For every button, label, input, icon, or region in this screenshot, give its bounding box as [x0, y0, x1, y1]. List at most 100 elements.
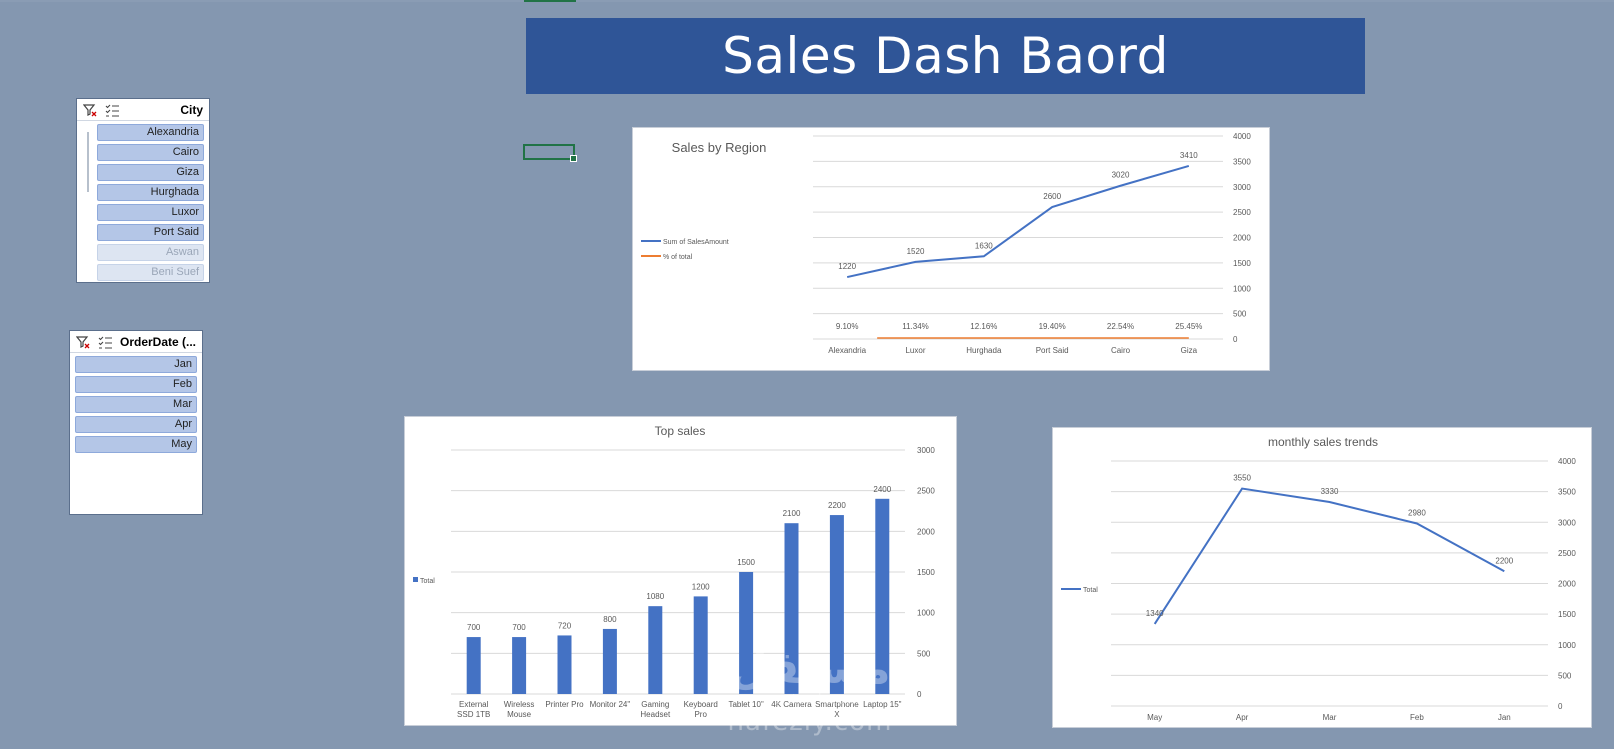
orderdate-slicer-header: OrderDate (...	[70, 331, 202, 353]
chart-title: monthly sales trends	[1268, 435, 1378, 449]
x-tick-label: Keyboard	[684, 700, 718, 709]
clear-filter-icon[interactable]	[75, 335, 90, 349]
legend-swatch-total	[413, 577, 418, 582]
x-tick-label: May	[1147, 713, 1162, 722]
x-tick-label: Jan	[1498, 713, 1511, 722]
y-tick-label: 0	[917, 690, 922, 699]
city-slicer[interactable]: City Alexandria Cairo Giza Hurghada Luxor Por…	[76, 98, 210, 283]
multi-select-icon[interactable]	[105, 103, 119, 117]
data-label: 700	[467, 623, 481, 632]
percent-label: 25.45%	[1175, 322, 1202, 331]
data-label: 2600	[1043, 192, 1061, 201]
chart-title: Sales by Region	[672, 140, 767, 155]
x-tick-label: SSD 1TB	[457, 710, 490, 719]
orderdate-slicer-item[interactable]: Mar	[75, 396, 197, 413]
data-label: 2200	[828, 501, 846, 510]
x-tick-label: Tablet 10"	[728, 700, 763, 709]
city-slicer-item[interactable]: Port Said	[97, 224, 204, 241]
data-label: 1340	[1146, 609, 1164, 618]
y-tick-label: 500	[917, 649, 931, 658]
percent-label: 9.10%	[836, 322, 859, 331]
y-tick-label: 0	[1558, 702, 1563, 711]
data-label: 2980	[1408, 508, 1426, 517]
data-label: 1520	[907, 247, 925, 256]
y-tick-label: 2500	[917, 487, 935, 496]
dashboard-title: Sales Dash Baord	[722, 27, 1169, 85]
bar	[739, 572, 754, 694]
city-slicer-item[interactable]: Cairo	[97, 144, 204, 161]
y-tick-label: 3500	[1558, 488, 1576, 497]
y-tick-label: 3000	[1558, 518, 1576, 527]
data-label: 2200	[1495, 556, 1513, 565]
city-slicer-item[interactable]: Alexandria	[97, 124, 204, 141]
x-tick-label: Mar	[1323, 713, 1337, 722]
city-slicer-item[interactable]: Aswan	[97, 244, 204, 261]
bar	[829, 515, 844, 694]
active-cell-selection[interactable]	[523, 144, 577, 162]
y-tick-label: 2000	[1233, 234, 1251, 243]
orderdate-slicer-item[interactable]: Jan	[75, 356, 197, 373]
x-tick-label: X	[834, 710, 840, 719]
city-slicer-item[interactable]: Beni Suef	[97, 264, 204, 281]
orderdate-slicer-title: OrderDate (...	[120, 334, 196, 349]
orderdate-slicer-item[interactable]: May	[75, 436, 197, 453]
x-tick-label: Hurghada	[966, 346, 1002, 355]
multi-select-icon[interactable]	[98, 335, 112, 349]
selected-column-marker	[524, 0, 576, 2]
orderdate-slicer-item[interactable]: Feb	[75, 376, 197, 393]
sales-by-region-chart[interactable]: 0 500 1000 1500 2000 2500 3000 3500 4000 Sales by…	[632, 127, 1270, 371]
orderdate-slicer[interactable]: OrderDate (... Jan Feb Mar Apr May	[69, 330, 203, 515]
percent-label: 12.16%	[970, 322, 997, 331]
y-tick-label: 3000	[1233, 183, 1251, 192]
monthly-sales-trends-chart[interactable]: 0 500 1000 1500 2000 2500 3000 3500 4000 monthly …	[1052, 427, 1592, 728]
x-tick-label: Port Said	[1036, 346, 1069, 355]
x-tick-label: Wireless	[504, 700, 535, 709]
clear-filter-icon[interactable]	[82, 103, 97, 117]
y-tick-label: 2500	[1558, 549, 1576, 558]
bar	[693, 596, 708, 694]
city-slicer-item[interactable]: Hurghada	[97, 184, 204, 201]
y-tick-label: 2000	[1558, 580, 1576, 589]
y-tick-label: 3000	[917, 446, 935, 455]
x-tick-label: Mouse	[507, 710, 532, 719]
legend-label-percent: % of total	[663, 254, 693, 261]
bar	[875, 498, 890, 694]
data-label: 1220	[838, 262, 856, 271]
data-label: 700	[512, 623, 526, 632]
y-tick-label: 1000	[1233, 284, 1251, 293]
data-label: 1500	[737, 558, 755, 567]
bar	[557, 635, 572, 694]
x-tick-label: Giza	[1181, 346, 1198, 355]
x-tick-label: Luxor	[905, 346, 925, 355]
data-label: 1200	[692, 582, 710, 591]
data-label: 2100	[783, 509, 801, 518]
bar	[648, 606, 663, 694]
x-tick-label: Printer Pro	[545, 700, 584, 709]
top-sales-chart[interactable]: 0 500 1000 1500 2000 2500 3000 Top sales 700 Exte…	[404, 416, 957, 726]
bar	[784, 523, 799, 694]
x-tick-label: Laptop 15"	[863, 700, 902, 709]
y-tick-label: 500	[1558, 671, 1572, 680]
x-tick-label: Feb	[1410, 713, 1424, 722]
column-header-strip	[0, 0, 1614, 2]
city-slicer-item[interactable]: Luxor	[97, 204, 204, 221]
data-label: 720	[558, 621, 572, 630]
x-tick-label: Alexandria	[828, 346, 866, 355]
data-label: 1080	[646, 592, 664, 601]
y-tick-label: 1500	[1233, 259, 1251, 268]
x-tick-label: Smartphone	[815, 700, 859, 709]
orderdate-slicer-item[interactable]: Apr	[75, 416, 197, 433]
series-line-total	[1153, 487, 1505, 625]
x-tick-label: External	[459, 700, 489, 709]
y-tick-label: 1000	[917, 609, 935, 618]
data-label: 1630	[975, 241, 993, 250]
x-tick-label: 4K Camera	[771, 700, 812, 709]
y-tick-label: 3500	[1233, 157, 1251, 166]
dashboard-title-banner[interactable]: Sales Dash Baord	[526, 18, 1365, 94]
city-slicer-scrollbar[interactable]	[87, 132, 89, 192]
city-slicer-item[interactable]: Giza	[97, 164, 204, 181]
y-tick-label: 4000	[1233, 132, 1251, 141]
y-tick-label: 4000	[1558, 457, 1576, 466]
bar	[466, 637, 481, 694]
chart-title: Top sales	[655, 424, 706, 438]
